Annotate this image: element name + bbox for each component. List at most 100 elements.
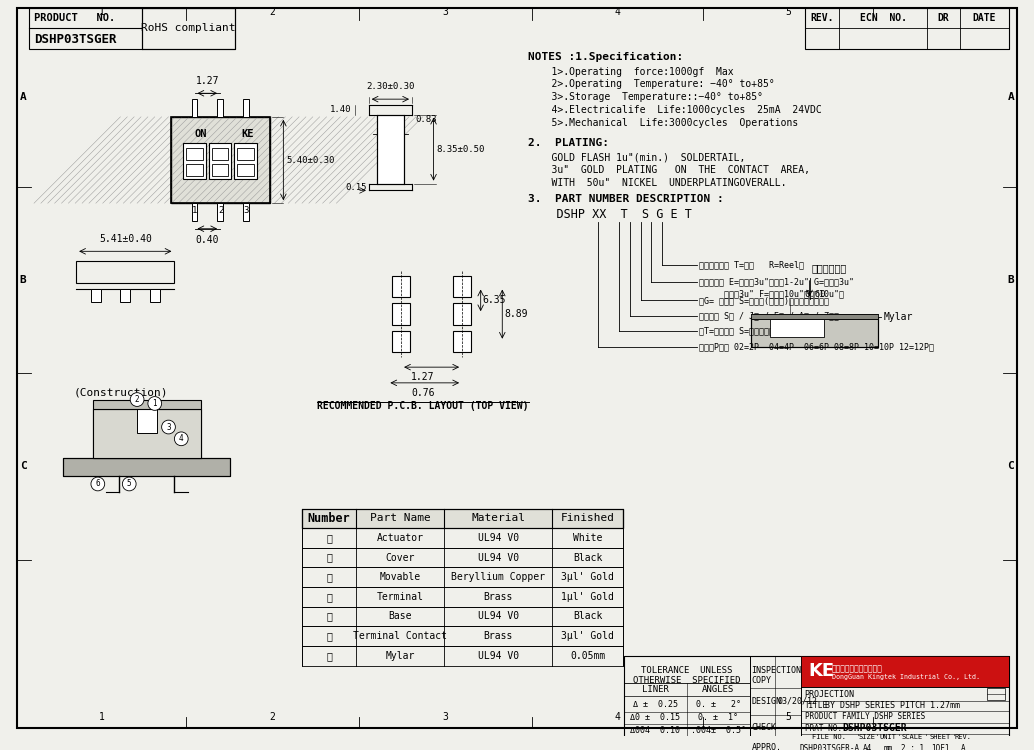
Text: Movable: Movable (379, 572, 421, 582)
Text: 0.83: 0.83 (415, 116, 436, 124)
Bar (800, 656, 1009, 687)
Text: SCALE: SCALE (902, 734, 923, 740)
Text: Beryllium Copper: Beryllium Copper (452, 572, 545, 582)
Bar (212, 164, 229, 176)
Text: Brass: Brass (484, 592, 513, 602)
Bar (302, 548, 624, 568)
Text: Δ ±  0.25: Δ ± 0.25 (633, 700, 678, 709)
Text: 【T=低差贴脸 S=低差不贴脸 L=长吸】: 【T=低差贴脸 S=低差不贴脸 L=长吸】 (699, 326, 803, 335)
Text: DSHP03TSGER-A: DSHP03TSGER-A (799, 743, 859, 750)
Text: ⑦: ⑦ (326, 651, 332, 661)
Bar (138, 410, 157, 433)
Text: RoHS compliant: RoHS compliant (141, 23, 236, 34)
Text: ②: ② (326, 553, 332, 562)
Text: A4: A4 (862, 743, 872, 750)
Text: B: B (1007, 274, 1014, 285)
Text: 3: 3 (243, 206, 249, 214)
Bar (750, 656, 800, 750)
Bar (237, 164, 254, 176)
Bar (453, 331, 470, 352)
Bar (800, 656, 1009, 750)
Bar (29, 8, 236, 49)
Bar (150, 289, 159, 302)
Bar (209, 143, 232, 178)
Text: Finished: Finished (560, 513, 614, 523)
Bar (392, 303, 410, 325)
Bar (217, 203, 223, 221)
Circle shape (130, 393, 144, 406)
Text: 【电镶层： E=接触部3u"焊脚部1-2u" G=接触部3u": 【电镶层： E=接触部3u"焊脚部1-2u" G=接触部3u" (699, 278, 854, 286)
Text: 0.05mm: 0.05mm (570, 651, 605, 661)
Text: Material: Material (472, 513, 525, 523)
Text: 【产品P数： 02=2P  04=4P  06=6P 08=8P 10=10P 12=12P】: 【产品P数： 02=2P 04=4P 06=6P 08=8P 10=10P 12… (699, 342, 934, 351)
Bar (63, 458, 231, 476)
Text: UL94 V0: UL94 V0 (478, 533, 519, 543)
Text: 5.40±0.30: 5.40±0.30 (286, 155, 335, 164)
Bar (302, 528, 624, 548)
Text: ③: ③ (326, 572, 332, 582)
Text: DSHP XX  T  S G E T: DSHP XX T S G E T (527, 208, 692, 220)
Text: 0. ±  1°: 0. ± 1° (698, 713, 738, 722)
Text: RECOMMENDED P.C.B. LAYOUT (TOP VIEW): RECOMMENDED P.C.B. LAYOUT (TOP VIEW) (317, 400, 528, 410)
Bar (302, 646, 624, 665)
Bar (302, 587, 624, 607)
Bar (63, 458, 231, 476)
Bar (624, 656, 750, 750)
Text: 3u"  GOLD  PLATING   ON  THE  CONTACT  AREA,: 3u" GOLD PLATING ON THE CONTACT AREA, (527, 165, 810, 175)
Text: ON: ON (194, 128, 207, 139)
Bar (243, 203, 248, 221)
Text: 4>.Electricalife  Life:1000cycles  25mA  24VDC: 4>.Electricalife Life:1000cycles 25mA 24… (527, 105, 822, 115)
Text: KE: KE (809, 662, 834, 680)
Text: Δ004  0.10: Δ004 0.10 (631, 726, 680, 735)
Text: 3μl' Gold: 3μl' Gold (561, 572, 614, 582)
Text: mm: mm (883, 743, 892, 750)
Text: Black: Black (573, 553, 603, 562)
Bar (172, 117, 270, 203)
Text: Mylar: Mylar (883, 312, 913, 322)
Circle shape (175, 432, 188, 445)
Text: 5: 5 (785, 7, 791, 16)
Text: APPRO.: APPRO. (752, 743, 782, 750)
Text: FILE NO.: FILE NO. (812, 734, 846, 740)
Text: ④: ④ (326, 592, 332, 602)
Text: ①: ① (326, 533, 332, 543)
Text: CHECK: CHECK (752, 724, 777, 733)
Bar (453, 303, 470, 325)
Text: A: A (1007, 92, 1014, 102)
Bar (191, 99, 197, 117)
Text: 2: 2 (270, 7, 275, 16)
Text: DSHP03TSGER: DSHP03TSGER (842, 724, 907, 734)
Text: 2: 2 (218, 206, 223, 214)
Text: PRODUCT   NO.: PRODUCT NO. (34, 13, 115, 22)
Text: .004±  0.5°: .004± 0.5° (691, 726, 746, 735)
Bar (93, 410, 201, 458)
Text: Terminal: Terminal (376, 592, 424, 602)
Text: 3: 3 (443, 712, 449, 722)
Bar (191, 203, 197, 221)
Text: 0.15: 0.15 (345, 183, 367, 192)
Text: DESIGN: DESIGN (752, 697, 782, 706)
Bar (987, 688, 1005, 700)
Text: NOTES :1.Specification:: NOTES :1.Specification: (527, 52, 683, 62)
Text: C: C (20, 461, 27, 471)
Text: Part Name: Part Name (370, 513, 430, 523)
Text: 5: 5 (785, 712, 791, 722)
Text: 1: 1 (99, 712, 104, 722)
Text: Mylar: Mylar (386, 651, 415, 661)
Circle shape (148, 397, 161, 410)
Text: 1>.Operating  force:1000gf  Max: 1>.Operating force:1000gf Max (527, 67, 733, 76)
Text: 3μl' Gold: 3μl' Gold (561, 632, 614, 641)
Bar (237, 148, 254, 160)
Text: Brass: Brass (484, 632, 513, 641)
Text: 2>.Operating  Temperature: −40° to+85°: 2>.Operating Temperature: −40° to+85° (527, 80, 774, 89)
Bar (217, 99, 223, 117)
Text: Base: Base (389, 611, 412, 622)
Text: ECN  NO.: ECN NO. (859, 13, 907, 22)
Text: Black: Black (573, 611, 603, 622)
Text: 1.40: 1.40 (330, 106, 352, 115)
Text: (Construction): (Construction) (73, 388, 168, 398)
Bar (212, 148, 229, 160)
Text: UNIT: UNIT (880, 734, 896, 740)
Bar (93, 400, 201, 410)
Text: 3: 3 (166, 422, 171, 431)
